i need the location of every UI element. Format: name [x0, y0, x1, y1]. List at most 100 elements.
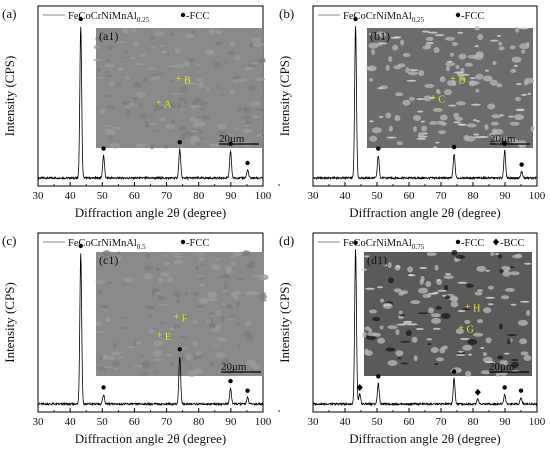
- micrograph-grain: [435, 305, 442, 310]
- micrograph-grain: [249, 121, 253, 124]
- micrograph-grain: [105, 59, 110, 62]
- micrograph-grain: [146, 67, 157, 70]
- micrograph-grain: [176, 102, 181, 109]
- micrograph-grain: [410, 300, 421, 305]
- micrograph-grain: [404, 320, 413, 323]
- micrograph-grain: [393, 288, 402, 293]
- micrograph-grain: [476, 265, 487, 272]
- micrograph-grain: [178, 98, 187, 100]
- micrograph-grain: [104, 74, 113, 77]
- micrograph-grain: [455, 65, 460, 70]
- micrograph-grain: [93, 58, 103, 61]
- micrograph-grain: [515, 83, 522, 86]
- micrograph-grain: [244, 66, 255, 71]
- micrograph-grain: [122, 28, 129, 34]
- micrograph-grain: [465, 283, 474, 288]
- micrograph-grain: [407, 71, 418, 76]
- micrograph-grain: [364, 255, 371, 258]
- xrd-trace: [37, 26, 264, 181]
- micrograph-grain: [420, 275, 425, 282]
- micrograph-grain: [424, 83, 435, 88]
- micrograph-grain: [226, 267, 233, 274]
- fcc-peak-marker: [177, 347, 182, 352]
- micrograph-grain: [179, 336, 188, 339]
- micrograph-grain: [236, 278, 245, 281]
- legend-alloy-name: FeCoCrNiMnAl: [68, 11, 137, 22]
- micrograph-grain: [234, 54, 241, 61]
- micrograph-grain: [421, 30, 430, 33]
- micrograph-grain: [379, 325, 384, 330]
- micrograph-grain: [503, 352, 510, 355]
- micrograph-grain: [456, 101, 466, 106]
- fcc-legend-marker: [455, 12, 461, 18]
- micrograph-grain: [490, 121, 499, 126]
- micrograph-grain: [171, 65, 182, 68]
- micrograph-grain: [150, 143, 154, 150]
- micrograph-grain: [198, 297, 209, 304]
- fcc-peak-marker: [78, 16, 83, 22]
- micrograph-grain: [171, 80, 175, 82]
- micrograph-grain: [501, 295, 510, 300]
- micrograph-grain: [436, 90, 441, 95]
- micrograph-grain: [105, 129, 116, 136]
- micrograph-grain: [230, 256, 237, 259]
- micrograph-grain: [371, 49, 376, 55]
- micrograph-grain: [383, 304, 392, 307]
- micrograph-grain: [149, 46, 156, 49]
- micrograph-grain: [446, 60, 453, 63]
- micrograph-grain: [427, 343, 432, 346]
- analysis-point-marker: +: [450, 73, 455, 83]
- micrograph-grain: [453, 121, 462, 124]
- micrograph-grain: [507, 334, 517, 336]
- y-axis-title: Intensity (CPS): [2, 282, 17, 363]
- micrograph-grain: [172, 325, 181, 330]
- micrograph-grain: [155, 106, 163, 111]
- micrograph-grain: [234, 128, 241, 131]
- micrograph-grain: [446, 65, 450, 72]
- micrograph-grain: [385, 64, 390, 71]
- micrograph-grain: [487, 303, 494, 306]
- scale-bar-label: 20μm: [489, 361, 515, 373]
- x-tick-label: 60: [404, 190, 416, 202]
- fcc-peak-marker: [228, 141, 233, 146]
- micrograph-grain: [379, 42, 388, 45]
- micrograph-grain: [361, 268, 367, 271]
- micrograph-grain: [376, 31, 386, 38]
- micrograph-grain: [438, 130, 447, 135]
- micrograph-grain: [154, 30, 165, 37]
- micrograph-grain: [183, 60, 190, 67]
- micrograph-grain: [139, 112, 148, 119]
- micrograph-grain: [491, 114, 502, 119]
- micrograph-image: [96, 252, 264, 376]
- fcc-peak-marker: [177, 140, 182, 145]
- micrograph-grain: [179, 99, 184, 102]
- panel-label: (b): [279, 6, 294, 21]
- micrograph-grain: [222, 364, 227, 371]
- micrograph-grain: [144, 121, 149, 128]
- micrograph-grain: [253, 41, 264, 48]
- micrograph-grain: [165, 53, 170, 56]
- micrograph-grain: [383, 264, 388, 267]
- micrograph-grain: [170, 361, 175, 366]
- micrograph-grain: [493, 128, 504, 135]
- x-axis-title: Diffraction angle 2θ (degree): [349, 205, 500, 220]
- micrograph-grain: [497, 355, 504, 360]
- micrograph-grain: [215, 352, 226, 358]
- micrograph-grain: [130, 56, 137, 59]
- micrograph-grain: [193, 354, 198, 361]
- micrograph-grain: [459, 338, 470, 340]
- micrograph-grain: [118, 327, 127, 329]
- micrograph-grain: [150, 36, 155, 41]
- micrograph-grain: [105, 281, 114, 284]
- micrograph-grain: [199, 101, 208, 106]
- micrograph-grain: [395, 350, 404, 357]
- y-axis-title: Intensity (CPS): [277, 282, 292, 363]
- micrograph-grain: [433, 47, 440, 53]
- micrograph-grain: [217, 130, 226, 133]
- micrograph-grain: [98, 366, 106, 371]
- micrograph-grain: [377, 337, 386, 344]
- micrograph-grain: [371, 127, 382, 134]
- micrograph-grain: [143, 273, 154, 280]
- micrograph-grain: [405, 330, 412, 336]
